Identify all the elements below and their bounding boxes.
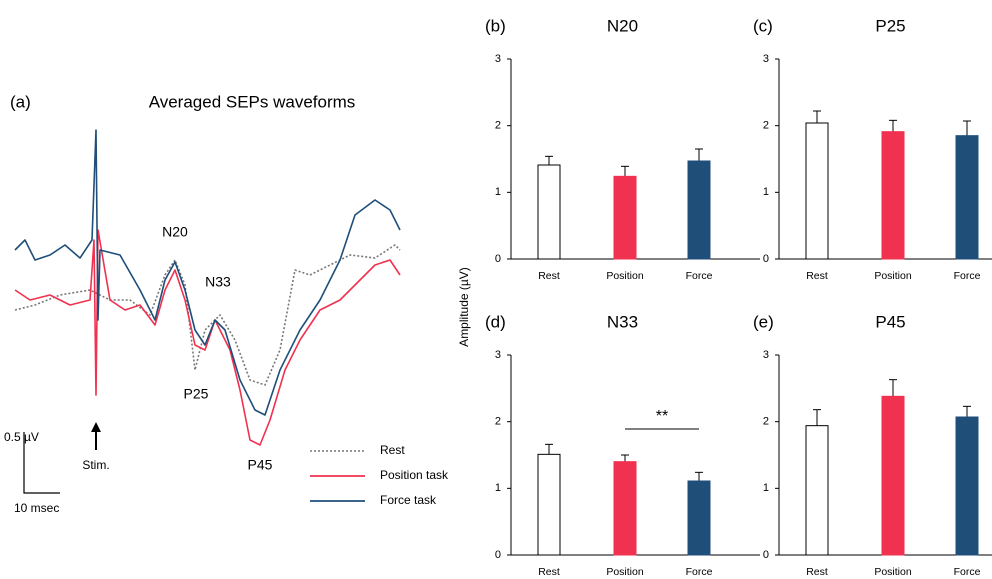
panel-label: (b) bbox=[485, 16, 506, 35]
panel-label: (c) bbox=[753, 16, 773, 35]
scale-label: 0.5 µV bbox=[4, 430, 39, 444]
panel-label: (a) bbox=[10, 92, 31, 111]
x-tick-label: Force bbox=[954, 270, 981, 282]
y-tick-label: 0 bbox=[495, 549, 501, 561]
x-tick-label: Rest bbox=[806, 270, 828, 282]
peak-label: P45 bbox=[248, 457, 273, 473]
y-tick-label: 3 bbox=[495, 53, 501, 65]
panel-label: (d) bbox=[485, 312, 506, 331]
bar bbox=[687, 160, 711, 260]
peak-label: N20 bbox=[162, 224, 188, 240]
y-tick-label: 2 bbox=[495, 120, 501, 132]
x-tick-label: Rest bbox=[806, 566, 828, 578]
y-tick-label: 2 bbox=[763, 120, 769, 132]
legend-label: Rest bbox=[380, 443, 405, 457]
scale-label: 10 msec bbox=[14, 501, 59, 515]
bar bbox=[537, 453, 561, 556]
y-tick-label: 1 bbox=[495, 186, 501, 198]
bar bbox=[613, 175, 637, 260]
legend-label: Position task bbox=[380, 468, 449, 482]
bar bbox=[537, 164, 561, 260]
y-axis-label: Amplitude (µV) bbox=[457, 267, 471, 347]
waveform-rest bbox=[14, 244, 401, 386]
y-tick-label: 3 bbox=[495, 349, 501, 361]
waveform-position bbox=[14, 229, 401, 446]
x-tick-label: Force bbox=[686, 566, 713, 578]
x-tick-label: Force bbox=[686, 270, 713, 282]
panel-title: P25 bbox=[875, 16, 905, 35]
bar bbox=[805, 122, 829, 260]
bar bbox=[805, 425, 829, 556]
panel-title: Averaged SEPs waveforms bbox=[149, 92, 356, 111]
y-tick-label: 2 bbox=[763, 416, 769, 428]
stim-arrowhead bbox=[91, 422, 101, 432]
waveform-force bbox=[14, 129, 401, 416]
y-tick-label: 0 bbox=[763, 253, 769, 265]
x-tick-label: Force bbox=[954, 566, 981, 578]
y-tick-label: 1 bbox=[495, 482, 501, 494]
x-tick-label: Position bbox=[874, 566, 912, 578]
x-tick-label: Position bbox=[606, 270, 644, 282]
scale-bar bbox=[23, 432, 60, 494]
legend-label: Force task bbox=[380, 493, 437, 507]
y-tick-label: 1 bbox=[763, 186, 769, 198]
bar bbox=[955, 416, 979, 556]
significance-label: ** bbox=[656, 408, 668, 425]
y-tick-label: 3 bbox=[763, 349, 769, 361]
bar bbox=[881, 131, 905, 260]
panel-label: (e) bbox=[753, 312, 774, 331]
x-tick-label: Position bbox=[606, 566, 644, 578]
bar bbox=[955, 135, 979, 260]
peak-label: N33 bbox=[205, 274, 231, 290]
panel-title: N20 bbox=[607, 16, 638, 35]
y-tick-label: 2 bbox=[495, 416, 501, 428]
bar bbox=[687, 480, 711, 556]
y-tick-label: 3 bbox=[763, 53, 769, 65]
bar bbox=[613, 461, 637, 556]
panel-title: P45 bbox=[875, 312, 905, 331]
bar bbox=[881, 395, 905, 556]
x-tick-label: Position bbox=[874, 270, 912, 282]
y-tick-label: 0 bbox=[763, 549, 769, 561]
x-tick-label: Rest bbox=[538, 566, 560, 578]
panel-title: N33 bbox=[607, 312, 638, 331]
stim-label: Stim. bbox=[82, 458, 109, 472]
peak-label: P25 bbox=[184, 386, 209, 402]
y-tick-label: 1 bbox=[763, 482, 769, 494]
y-tick-label: 0 bbox=[495, 253, 501, 265]
x-tick-label: Rest bbox=[538, 270, 560, 282]
